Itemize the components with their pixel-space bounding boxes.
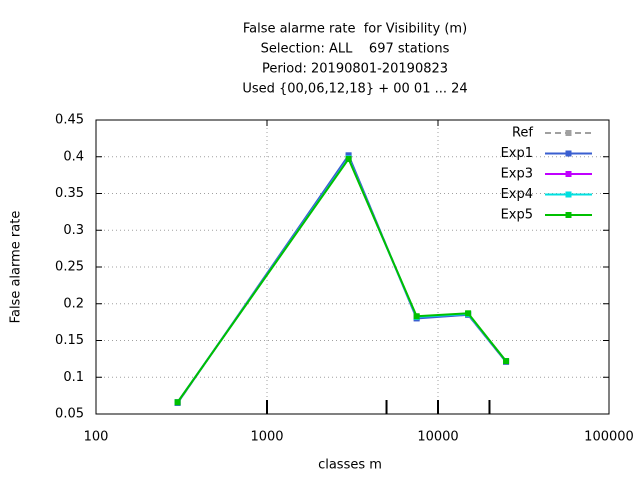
legend-label: Exp5 xyxy=(501,208,533,223)
legend-swatch-point xyxy=(565,171,572,177)
plot-border xyxy=(95,119,610,415)
legend-swatch-point xyxy=(565,150,572,157)
series-line xyxy=(176,156,507,403)
y-tick-label: 0.15 xyxy=(55,333,84,348)
x-tick-label: 100000 xyxy=(584,430,634,445)
series-point xyxy=(413,313,420,320)
series-line xyxy=(176,156,507,403)
x-tick-label: 1000 xyxy=(250,430,283,445)
y-tick-label: 0.3 xyxy=(63,223,84,238)
y-tick-label: 0.35 xyxy=(55,186,84,201)
chart-title: Selection: ALL 697 stations xyxy=(261,42,450,57)
series-point xyxy=(174,399,181,406)
y-axis-label: False alarme rate xyxy=(9,211,24,324)
legend-label: Exp4 xyxy=(501,187,533,202)
series-point xyxy=(465,310,472,317)
series-point xyxy=(503,358,510,365)
chart-title: Period: 20190801-20190823 xyxy=(262,62,448,77)
x-tick-label: 10000 xyxy=(417,430,458,445)
series-point xyxy=(345,155,352,162)
series-line xyxy=(176,153,507,404)
x-axis-label: classes m xyxy=(318,458,382,473)
y-tick-label: 0.4 xyxy=(63,149,84,164)
legend-swatch-point xyxy=(565,212,572,218)
y-tick-label: 0.2 xyxy=(63,296,84,311)
chart-title: Used {00,06,12,18} + 00 01 ... 24 xyxy=(242,82,467,97)
legend-label: Exp3 xyxy=(501,167,533,182)
y-tick-label: 0.05 xyxy=(55,407,84,422)
legend-swatch-point xyxy=(565,130,572,136)
legend-swatch-point xyxy=(565,191,572,198)
chart-title: False alarme rate for Visibility (m) xyxy=(243,22,467,37)
y-tick-label: 0.25 xyxy=(55,260,84,275)
y-tick-label: 0.45 xyxy=(55,113,84,128)
legend-label: Ref xyxy=(512,126,533,141)
series-line xyxy=(176,156,507,403)
y-tick-label: 0.1 xyxy=(63,370,84,385)
legend-label: Exp1 xyxy=(501,146,533,161)
x-tick-label: 100 xyxy=(84,430,109,445)
